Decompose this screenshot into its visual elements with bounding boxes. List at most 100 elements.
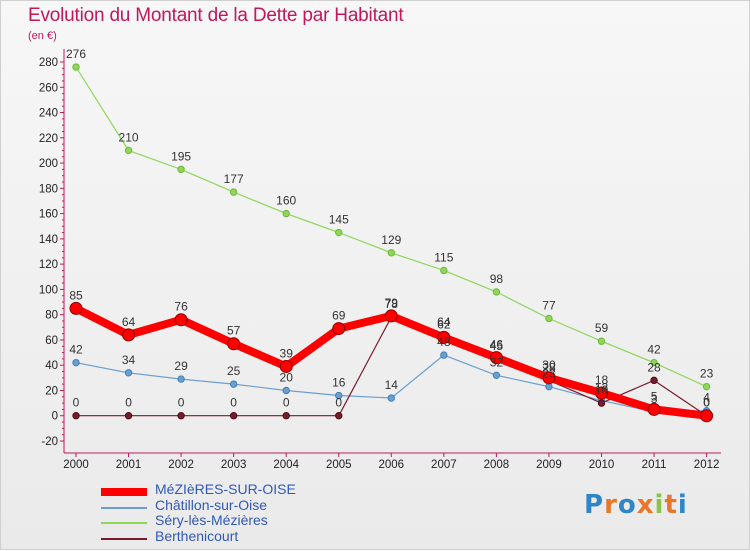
data-point bbox=[72, 63, 80, 71]
data-point bbox=[229, 380, 238, 388]
data-label: 12 bbox=[595, 381, 609, 395]
y-tick-label: 40 bbox=[45, 360, 58, 372]
data-label: 46 bbox=[490, 338, 504, 352]
legend-label: MéZIèRES-SUR-OISE bbox=[155, 481, 296, 497]
data-label: 42 bbox=[647, 343, 661, 357]
y-tick-label: 0 bbox=[52, 411, 58, 423]
data-label: 0 bbox=[178, 396, 185, 410]
data-point bbox=[279, 359, 293, 373]
data-label: 0 bbox=[703, 396, 710, 410]
data-point bbox=[282, 386, 290, 395]
data-point bbox=[177, 375, 185, 383]
x-tick-label: 2008 bbox=[484, 459, 510, 471]
data-label: 77 bbox=[542, 298, 556, 312]
data-label: 5 bbox=[651, 389, 658, 403]
y-tick-label: 180 bbox=[39, 183, 58, 195]
logo-letter: t bbox=[664, 490, 678, 520]
data-point bbox=[437, 330, 451, 344]
logo-letter: P bbox=[584, 490, 605, 520]
data-label: 10 bbox=[595, 383, 609, 397]
data-label: 57 bbox=[227, 324, 241, 338]
y-tick-label: 60 bbox=[45, 335, 58, 347]
data-point bbox=[69, 301, 83, 315]
data-label: 69 bbox=[332, 309, 346, 323]
data-label: 48 bbox=[437, 335, 451, 349]
y-tick-label: -20 bbox=[41, 436, 58, 448]
series-points bbox=[69, 63, 714, 423]
data-point bbox=[650, 358, 658, 367]
data-point bbox=[545, 314, 553, 323]
y-tick-label: 280 bbox=[39, 57, 58, 69]
data-label: 85 bbox=[69, 288, 83, 302]
x-tick-label: 2001 bbox=[116, 459, 142, 471]
x-tick-label: 2003 bbox=[221, 459, 247, 471]
data-label: 0 bbox=[335, 396, 342, 410]
data-label: 18 bbox=[595, 373, 609, 387]
data-label: 210 bbox=[119, 130, 139, 144]
y-tick-label: 220 bbox=[39, 133, 58, 145]
data-label: 129 bbox=[381, 233, 401, 247]
data-point bbox=[647, 402, 661, 416]
data-label: 59 bbox=[595, 321, 609, 335]
x-tick-label: 2007 bbox=[431, 459, 457, 471]
data-point bbox=[542, 371, 556, 385]
data-label: 0 bbox=[703, 396, 710, 410]
logo-letter: i bbox=[677, 490, 688, 520]
y-tick-label: 240 bbox=[39, 108, 58, 120]
data-label: 23 bbox=[542, 367, 556, 381]
chart-unit-label: (en €) bbox=[28, 30, 57, 42]
data-point bbox=[650, 376, 658, 385]
data-label: 28 bbox=[542, 360, 556, 374]
logo-letter: i bbox=[654, 490, 665, 520]
data-label: 276 bbox=[66, 47, 86, 61]
x-tick-label: 2000 bbox=[63, 459, 89, 471]
y-tick-label: 140 bbox=[39, 234, 58, 246]
data-point bbox=[440, 351, 448, 359]
legend-label: Châtillon-sur-Oise bbox=[155, 496, 268, 513]
data-label: 39 bbox=[280, 346, 294, 360]
legend-label: Berthenicourt bbox=[155, 527, 239, 544]
data-label: 145 bbox=[329, 213, 349, 227]
data-label: 195 bbox=[171, 149, 191, 163]
x-tick-label: 2009 bbox=[536, 459, 562, 471]
legend-swatch bbox=[101, 522, 147, 524]
x-tick-label: 2012 bbox=[694, 459, 720, 471]
data-label: 62 bbox=[437, 317, 451, 331]
data-point bbox=[124, 146, 133, 155]
chart-title: Evolution du Montant de la Dette par Hab… bbox=[28, 5, 404, 26]
proxiti-logo: Proxiti bbox=[584, 490, 688, 520]
data-point bbox=[229, 412, 238, 420]
data-point bbox=[700, 409, 714, 423]
y-tick-label: 120 bbox=[39, 259, 58, 271]
data-point bbox=[72, 412, 80, 420]
data-label: 28 bbox=[647, 360, 661, 374]
data-point bbox=[72, 358, 80, 367]
data-point bbox=[229, 188, 238, 196]
data-point bbox=[335, 391, 343, 400]
data-point bbox=[332, 322, 346, 336]
data-label: 0 bbox=[283, 396, 290, 410]
legend-label: Séry-lès-Mézières bbox=[155, 512, 268, 528]
y-tick-label: 80 bbox=[45, 310, 58, 322]
logo-letter: x bbox=[636, 490, 655, 520]
data-point bbox=[384, 309, 398, 323]
legend-swatch bbox=[101, 488, 147, 496]
data-point bbox=[122, 328, 136, 342]
series-line bbox=[75, 66, 708, 388]
x-tick-label: 2005 bbox=[326, 459, 352, 471]
data-label: 14 bbox=[385, 378, 399, 392]
legend-swatch bbox=[101, 506, 147, 509]
data-point bbox=[545, 382, 553, 391]
data-label: 4 bbox=[703, 391, 710, 405]
data-point bbox=[124, 369, 133, 377]
data-label: 64 bbox=[122, 315, 136, 329]
data-point bbox=[387, 249, 395, 257]
data-label: 29 bbox=[174, 359, 188, 373]
x-tick-label: 2006 bbox=[379, 459, 405, 471]
data-point bbox=[492, 371, 501, 380]
data-label: 32 bbox=[490, 355, 504, 369]
data-point bbox=[489, 351, 503, 365]
